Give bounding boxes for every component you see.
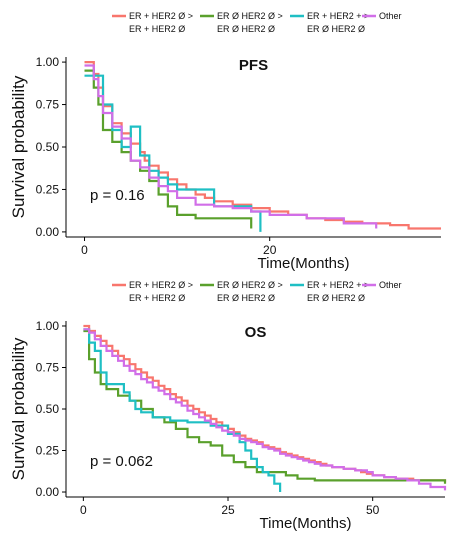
legend-label: ER Ø HER2 Ø [307, 24, 365, 34]
legend-label: ER + HER2 Ø [129, 24, 185, 34]
km-curve-3 [84, 64, 378, 229]
p-value-annotation: p = 0.16 [90, 187, 145, 204]
km-curve-1 [84, 69, 253, 229]
legend-label: ER Ø HER2 Ø > [217, 11, 283, 21]
y-tick-label: 0.00 [36, 485, 60, 499]
km-curve-1 [83, 329, 447, 484]
legend-label: ER Ø HER2 Ø [307, 293, 365, 303]
y-tick-label: 0.00 [36, 225, 60, 239]
legend-label: Other [379, 280, 402, 290]
legend-label: ER + HER2 + > [307, 11, 369, 21]
km-curve-0 [83, 324, 447, 483]
legend-label: Other [379, 11, 402, 21]
x-tick-label: 0 [80, 503, 87, 517]
panel-title: PFS [239, 57, 268, 74]
legend-label: ER Ø HER2 Ø > [217, 280, 283, 290]
km-curve-2 [83, 328, 282, 492]
y-tick-label: 0.75 [36, 98, 60, 112]
legend-label: ER Ø HER2 Ø [217, 24, 275, 34]
y-tick-label: 0.50 [36, 402, 60, 416]
legend-label: ER + HER2 Ø [129, 293, 185, 303]
os-panel: ER + HER2 Ø > ER + HER2 Ø ER Ø HER2 Ø > ER … [9, 280, 447, 532]
x-tick-label: 20 [263, 243, 277, 257]
y-axis-label: Survival probability [9, 337, 28, 480]
x-axis-label: Time(Months) [260, 515, 352, 532]
y-tick-label: 1.00 [36, 55, 60, 69]
pfs-panel: ER + HER2 Ø > ER + HER2 Ø ER Ø HER2 Ø > ER … [9, 11, 441, 272]
y-tick-label: 1.00 [36, 319, 60, 333]
p-value-annotation: p = 0.062 [90, 453, 153, 470]
panel-title: OS [245, 324, 267, 341]
legend-label: ER Ø HER2 Ø [217, 293, 275, 303]
x-tick-label: 50 [366, 503, 380, 517]
y-tick-label: 0.75 [36, 360, 60, 374]
y-tick-label: 0.25 [36, 182, 60, 196]
km-curve-3 [83, 328, 447, 491]
legend-label: ER + HER2 + > [307, 280, 369, 290]
x-tick-label: 0 [81, 243, 88, 257]
y-tick-label: 0.25 [36, 444, 60, 458]
km-curve-2 [84, 74, 262, 232]
legend-label: ER + HER2 Ø > [129, 11, 193, 21]
x-axis-label: Time(Months) [258, 255, 350, 272]
y-tick-label: 0.50 [36, 140, 60, 154]
legend-label: ER + HER2 Ø > [129, 280, 193, 290]
x-tick-label: 25 [221, 503, 235, 517]
y-axis-label: Survival probability [9, 75, 28, 218]
